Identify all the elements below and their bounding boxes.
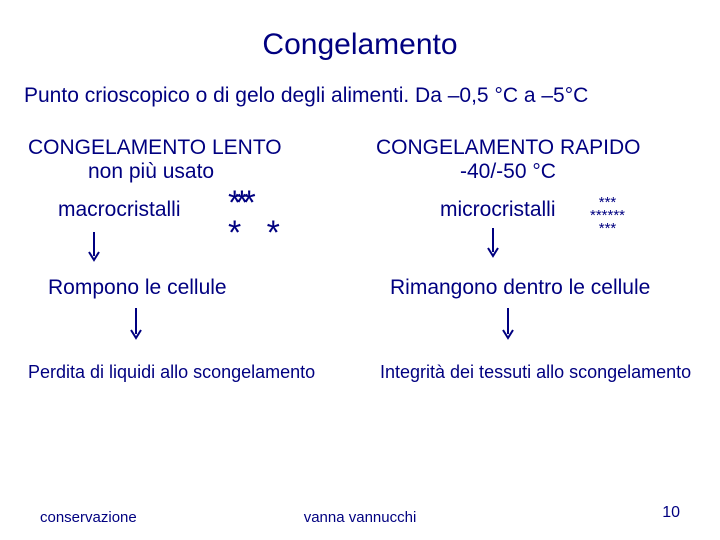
- right-heading: CONGELAMENTO RAPIDO: [376, 136, 712, 160]
- right-subheading: -40/-50 °C: [460, 160, 712, 184]
- macro-stars-row2: * *: [228, 218, 288, 248]
- arrow-down-icon: [500, 306, 516, 342]
- right-remain-text: Rimangono dentro le cellule: [390, 276, 712, 300]
- footer-center: vanna vannucchi: [0, 509, 720, 526]
- slide-title: Congelamento: [0, 0, 720, 62]
- content-columns: CONGELAMENTO LENTO non più usato macrocr…: [0, 136, 720, 383]
- column-left: CONGELAMENTO LENTO non più usato macrocr…: [0, 136, 370, 383]
- right-crystal-row: microcristalli *** ****** ***: [370, 198, 712, 268]
- arrow-down-icon: [86, 230, 102, 264]
- left-crystal-row: macrocristalli *** * *: [28, 198, 370, 268]
- right-integrity-text: Integrità dei tessuti allo scongelamento: [380, 362, 712, 383]
- left-loss-text: Perdita di liquidi allo scongelamento: [28, 362, 370, 383]
- left-subheading: non più usato: [88, 160, 370, 184]
- footer-page-number: 10: [662, 504, 680, 522]
- slide-subtitle: Punto crioscopico o di gelo degli alimen…: [0, 62, 720, 108]
- left-heading: CONGELAMENTO LENTO: [28, 136, 370, 160]
- macro-stars-icon: *** * *: [228, 188, 288, 248]
- arrow-down-icon: [128, 306, 144, 342]
- arrow-down-icon: [485, 226, 501, 260]
- micro-stars-icon: *** ****** ***: [590, 196, 625, 235]
- microcrystals-label: microcristalli: [440, 198, 556, 222]
- macrocrystals-label: macrocristalli: [58, 198, 181, 222]
- left-break-cells: Rompono le cellule: [48, 276, 370, 300]
- column-right: CONGELAMENTO RAPIDO -40/-50 °C microcris…: [370, 136, 720, 383]
